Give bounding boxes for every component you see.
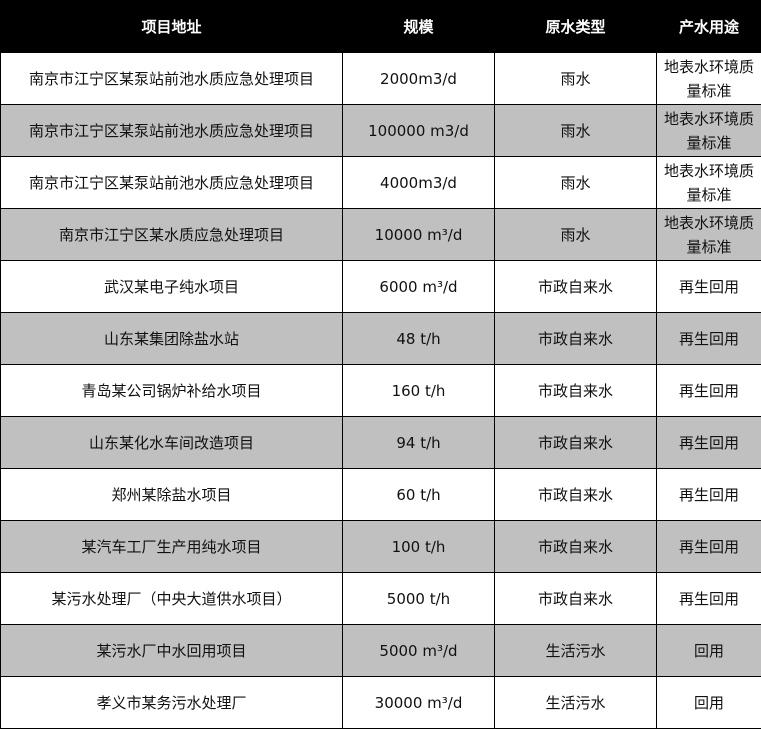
cell-scale: 60 t/h [342, 468, 495, 521]
cell-address: 青岛某公司锅炉补给水项目 [0, 364, 343, 417]
cell-raw-water-type: 市政自来水 [494, 312, 657, 365]
cell-product-water-use: 地表水环境质量标准 [656, 208, 761, 261]
cell-address: 孝义市某务污水处理厂 [0, 676, 343, 729]
cell-raw-water-type: 雨水 [494, 104, 657, 157]
cell-product-water-use: 再生回用 [656, 364, 761, 417]
header-raw-water-type: 原水类型 [494, 0, 657, 53]
cell-address: 武汉某电子纯水项目 [0, 260, 343, 313]
header-product-water-use: 产水用途 [656, 0, 761, 53]
table-row: 武汉某电子纯水项目 6000 m³/d 市政自来水 再生回用 [0, 260, 761, 313]
table-row: 山东某化水车间改造项目 94 t/h 市政自来水 再生回用 [0, 416, 761, 469]
cell-address: 山东某化水车间改造项目 [0, 416, 343, 469]
cell-scale: 160 t/h [342, 364, 495, 417]
cell-product-water-use: 再生回用 [656, 312, 761, 365]
table-row: 青岛某公司锅炉补给水项目 160 t/h 市政自来水 再生回用 [0, 364, 761, 417]
table-row: 某汽车工厂生产用纯水项目 100 t/h 市政自来水 再生回用 [0, 520, 761, 573]
cell-raw-water-type: 市政自来水 [494, 468, 657, 521]
cell-raw-water-type: 市政自来水 [494, 364, 657, 417]
table-row: 南京市江宁区某泵站前池水质应急处理项目 4000m3/d 雨水 地表水环境质量标准 [0, 156, 761, 209]
cell-raw-water-type: 市政自来水 [494, 520, 657, 573]
cell-product-water-use: 地表水环境质量标准 [656, 156, 761, 209]
cell-scale: 48 t/h [342, 312, 495, 365]
cell-scale: 100 t/h [342, 520, 495, 573]
cell-raw-water-type: 雨水 [494, 156, 657, 209]
cell-address: 南京市江宁区某泵站前池水质应急处理项目 [0, 52, 343, 105]
cell-address: 山东某集团除盐水站 [0, 312, 343, 365]
table-row: 孝义市某务污水处理厂 30000 m³/d 生活污水 回用 [0, 676, 761, 729]
cell-address: 郑州某除盐水项目 [0, 468, 343, 521]
cell-product-water-use: 再生回用 [656, 520, 761, 573]
cell-product-water-use: 回用 [656, 676, 761, 729]
cell-product-water-use: 地表水环境质量标准 [656, 104, 761, 157]
cell-address: 某汽车工厂生产用纯水项目 [0, 520, 343, 573]
cell-address: 某污水处理厂（中央大道供水项目） [0, 572, 343, 625]
cell-raw-water-type: 生活污水 [494, 624, 657, 677]
cell-scale: 30000 m³/d [342, 676, 495, 729]
cell-product-water-use: 再生回用 [656, 416, 761, 469]
cell-address: 南京市江宁区某泵站前池水质应急处理项目 [0, 104, 343, 157]
cell-product-water-use: 再生回用 [656, 468, 761, 521]
cell-product-water-use: 再生回用 [656, 572, 761, 625]
cell-scale: 5000 t/h [342, 572, 495, 625]
cell-raw-water-type: 市政自来水 [494, 260, 657, 313]
cell-raw-water-type: 市政自来水 [494, 416, 657, 469]
cell-scale: 5000 m³/d [342, 624, 495, 677]
table-row: 某污水厂中水回用项目 5000 m³/d 生活污水 回用 [0, 624, 761, 677]
cell-address: 南京市江宁区某泵站前池水质应急处理项目 [0, 156, 343, 209]
cell-scale: 10000 m³/d [342, 208, 495, 261]
table-row: 南京市江宁区某泵站前池水质应急处理项目 2000m3/d 雨水 地表水环境质量标准 [0, 52, 761, 105]
table-row: 某污水处理厂（中央大道供水项目） 5000 t/h 市政自来水 再生回用 [0, 572, 761, 625]
cell-scale: 4000m3/d [342, 156, 495, 209]
cell-scale: 2000m3/d [342, 52, 495, 105]
cell-raw-water-type: 雨水 [494, 208, 657, 261]
cell-scale: 6000 m³/d [342, 260, 495, 313]
cell-product-water-use: 再生回用 [656, 260, 761, 313]
cell-raw-water-type: 市政自来水 [494, 572, 657, 625]
cell-scale: 94 t/h [342, 416, 495, 469]
table-row: 南京市江宁区某水质应急处理项目 10000 m³/d 雨水 地表水环境质量标准 [0, 208, 761, 261]
table-row: 南京市江宁区某泵站前池水质应急处理项目 100000 m3/d 雨水 地表水环境质量标… [0, 104, 761, 157]
header-address: 项目地址 [0, 0, 343, 53]
header-row: 项目地址 规模 原水类型 产水用途 [0, 0, 761, 53]
cell-raw-water-type: 生活污水 [494, 676, 657, 729]
cell-product-water-use: 回用 [656, 624, 761, 677]
cell-address: 某污水厂中水回用项目 [0, 624, 343, 677]
cell-address: 南京市江宁区某水质应急处理项目 [0, 208, 343, 261]
cell-raw-water-type: 雨水 [494, 52, 657, 105]
table-row: 郑州某除盐水项目 60 t/h 市政自来水 再生回用 [0, 468, 761, 521]
table-row: 山东某集团除盐水站 48 t/h 市政自来水 再生回用 [0, 312, 761, 365]
header-scale: 规模 [342, 0, 495, 53]
cell-scale: 100000 m3/d [342, 104, 495, 157]
cell-product-water-use: 地表水环境质量标准 [656, 52, 761, 105]
